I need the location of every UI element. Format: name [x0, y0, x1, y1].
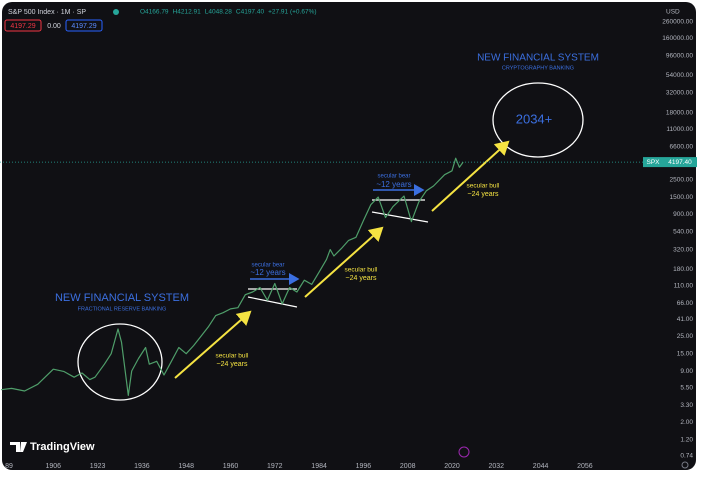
y-tick-label: 900.00	[673, 211, 693, 218]
x-tick-label: 2056	[577, 463, 593, 470]
annotation: secular bull	[345, 267, 378, 274]
watermark: TradingView	[30, 441, 95, 453]
annotation: ~24 years	[217, 361, 248, 368]
x-tick-label: 89	[5, 463, 13, 470]
y-tick-label: 2.00	[680, 419, 693, 426]
circle-drawing	[77, 323, 163, 401]
symbol-label: SPX	[646, 159, 660, 166]
annotation: CRYPTOGRAPHY BANKING	[502, 65, 574, 71]
arrow-drawing	[431, 140, 510, 212]
y-tick-label: 54000.00	[666, 72, 693, 79]
x-tick-label: 2032	[489, 463, 505, 470]
annotation: NEW FINANCIAL SYSTEM	[477, 53, 599, 64]
x-tick-label: 2020	[444, 463, 460, 470]
price-box	[65, 19, 103, 32]
annotation: secular bear	[377, 174, 410, 180]
y-tick-label: 110.00	[674, 283, 694, 290]
y-tick-label: 1500.00	[670, 194, 694, 201]
ohlc-value: C4197.40	[236, 9, 265, 16]
x-tick-label: 1906	[46, 463, 62, 470]
y-tick-label: 9.00	[680, 368, 693, 375]
price-box	[4, 19, 42, 32]
trend-line	[247, 296, 298, 308]
ohlc-value: O4166.79	[140, 9, 169, 16]
annotation: 2034+	[516, 111, 553, 126]
annotation: secular bull	[467, 183, 500, 190]
x-tick-label: 1948	[178, 463, 194, 470]
y-tick-label: 180.00	[673, 266, 693, 273]
y-tick-label: 41.00	[677, 316, 694, 323]
y-tick-label: 6600.00	[670, 143, 694, 150]
x-tick-label: 1996	[356, 463, 372, 470]
settings-icon[interactable]	[681, 461, 689, 469]
y-tick-label: 66.00	[677, 300, 694, 307]
annotation: ~12 years	[250, 268, 285, 277]
annotation: ~12 years	[376, 180, 411, 189]
y-tick-label: 320.00	[673, 246, 693, 253]
y-tick-label: 32000.00	[666, 90, 693, 97]
buy-price: 4197.29	[71, 23, 96, 30]
y-tick-label: 96000.00	[666, 52, 693, 59]
x-tick-label: 2008	[400, 463, 416, 470]
y-tick-label: 5.50	[680, 384, 693, 391]
y-tick-label: 160000.00	[662, 35, 693, 42]
x-tick-label: 1936	[134, 463, 150, 470]
y-tick-label: 18000.00	[666, 109, 693, 116]
price-badge	[663, 157, 697, 168]
y-tick-label: 3.30	[680, 402, 693, 409]
y-tick-label: 1.20	[680, 436, 693, 443]
annotation: FRACTIONAL RESERVE BANKING	[78, 306, 167, 312]
arrow-drawing	[174, 310, 252, 379]
spread: 0.00	[47, 23, 61, 30]
y-tick-label: 2500.00	[670, 176, 694, 183]
y-tick-label: 260000.00	[662, 19, 693, 26]
last-price-label: 4197.40	[668, 159, 692, 166]
x-tick-label: 1984	[311, 463, 327, 470]
y-tick-label: 15.00	[677, 350, 694, 357]
trend-line	[371, 211, 429, 223]
y-tick-label: 11000.00	[666, 126, 693, 133]
status-dot	[113, 9, 119, 15]
circle-drawing	[492, 82, 584, 158]
ohlc-value: +27.91 (+0.67%)	[268, 9, 316, 16]
currency: USD	[666, 9, 680, 16]
x-tick-label: 1960	[223, 463, 239, 470]
sell-price: 4197.29	[10, 23, 35, 30]
ohlc-value: H4212.91	[173, 9, 202, 16]
annotation: NEW FINANCIAL SYSTEM	[55, 292, 189, 304]
annotation: ~24 years	[468, 191, 499, 198]
annotation: secular bull	[216, 353, 249, 360]
x-tick-label: 1972	[267, 463, 283, 470]
arrow-drawing	[304, 226, 384, 298]
symbol-title: S&P 500 Index · 1M · SP	[8, 9, 86, 16]
symbol-badge	[643, 157, 663, 168]
chart-background	[2, 2, 696, 470]
annotation: secular bear	[251, 263, 284, 269]
event-icon	[458, 446, 470, 458]
ohlc-value: L4048.28	[205, 9, 232, 16]
y-tick-label: 0.74	[680, 453, 693, 460]
y-tick-label: 25.00	[677, 333, 694, 340]
x-tick-label: 1923	[90, 463, 106, 470]
watermark-logo	[10, 442, 27, 452]
y-tick-label: 540.00	[673, 229, 693, 236]
price-line	[1, 157, 464, 396]
x-tick-label: 2044	[533, 463, 549, 470]
annotation: ~24 years	[346, 275, 377, 282]
